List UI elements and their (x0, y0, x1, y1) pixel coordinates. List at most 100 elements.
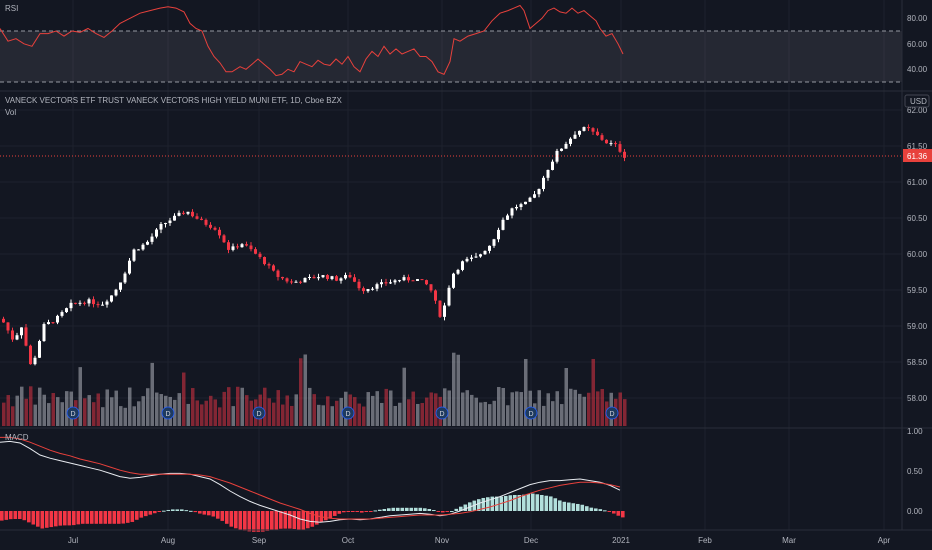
volume-bar (105, 389, 109, 426)
candle-body (303, 277, 307, 283)
candle-body (87, 299, 91, 304)
macd-hist-bar (513, 495, 517, 511)
volume-bar (272, 402, 276, 426)
candle-body (605, 139, 608, 144)
volume-bar (555, 391, 559, 426)
volume-bar (420, 403, 424, 426)
volume-bar (564, 367, 568, 426)
volume-bar (123, 407, 127, 426)
candle-body (209, 224, 212, 228)
volume-bar (317, 404, 321, 426)
macd-hist-bar (13, 511, 18, 519)
rsi-tick-label: 80.00 (907, 14, 928, 23)
volume-bar (38, 387, 42, 426)
macd-hist-bar (612, 511, 616, 514)
volume-bar (362, 406, 366, 426)
candle-body (173, 215, 176, 221)
candle-body (177, 212, 181, 216)
volume-bar (461, 392, 465, 426)
macd-hist-bar (58, 511, 63, 526)
candle-body (20, 327, 23, 336)
candle-body (263, 256, 266, 265)
grid-lines (0, 0, 902, 530)
candle-body (600, 135, 604, 140)
macd-hist-bar (63, 511, 67, 526)
volume-bar (245, 395, 249, 426)
candle-body (524, 201, 527, 205)
candle-body (537, 188, 541, 195)
candle-body (290, 281, 293, 283)
macd-axis: 1.00 0.50 0.00 (907, 427, 923, 516)
volume-bar (591, 358, 595, 426)
x-tick-label: Nov (435, 536, 449, 545)
volume-bar (411, 391, 415, 426)
macd-hist-bar (526, 493, 531, 511)
candle-body (204, 219, 208, 225)
volume-bar (11, 406, 15, 426)
macd-hist-bar (522, 494, 526, 511)
volume-bar (173, 399, 177, 426)
price-tick-label: 60.50 (907, 214, 928, 223)
candle-body (479, 254, 482, 257)
macd-hist-bar (418, 507, 423, 511)
macd-hist-bar (27, 511, 31, 523)
candle-body (411, 280, 415, 282)
macd-hist-bar (450, 511, 454, 512)
volume-bar (339, 397, 343, 426)
volume-bar (380, 402, 384, 426)
macd-hist-bar (436, 511, 441, 512)
volume-bar (497, 387, 501, 426)
candle-body (497, 229, 500, 240)
volume-bar (299, 358, 303, 426)
volume-bar (357, 403, 361, 426)
volume-bar (114, 390, 118, 426)
volume-bar (465, 390, 469, 426)
volume-bar (515, 391, 519, 426)
volume-bar (141, 396, 145, 426)
candle-body (429, 284, 433, 291)
dividend-marker-circle (252, 406, 266, 420)
candle-body (551, 161, 554, 170)
macd-hist-bar (382, 509, 387, 511)
candle-body (29, 345, 32, 365)
macd-hist-bar (576, 503, 580, 511)
candle-body (74, 302, 77, 304)
candle-body (56, 315, 59, 323)
candle-body (389, 282, 392, 284)
volume-bar (101, 407, 105, 426)
candle-body (110, 295, 113, 302)
macd-hist-bar (126, 511, 130, 523)
volume-bar (236, 386, 240, 426)
macd-hist-bar (463, 504, 468, 511)
macd-hist-bar (324, 511, 328, 521)
candle-body (321, 275, 325, 278)
candle-body (191, 211, 194, 217)
dividend-marker-letter: D (528, 411, 533, 418)
volume-label: Vol (5, 108, 17, 117)
candle-body (339, 278, 343, 281)
volume-bar (33, 404, 37, 426)
candle-body (6, 322, 10, 331)
volume-bar (402, 367, 406, 426)
candle-body (114, 289, 118, 296)
macd-tick-label: 0.00 (907, 507, 923, 516)
macd-hist-bar (49, 511, 54, 528)
volume-bar (96, 393, 100, 426)
volume-bar (384, 388, 388, 426)
candle-body (51, 322, 55, 324)
candle-body (357, 281, 361, 289)
macd-hist-bar (621, 511, 625, 518)
volume-bar (443, 388, 447, 426)
macd-hist-bar (607, 511, 612, 512)
candle-body (609, 143, 613, 145)
volume-bar (434, 393, 438, 426)
candle-body (375, 284, 379, 289)
candle-body (474, 256, 478, 258)
candle-body (596, 131, 599, 136)
volume-bar (78, 367, 82, 426)
candle-body (308, 276, 311, 278)
volume-bar (551, 401, 555, 426)
dividend-marker-letter: D (609, 411, 614, 418)
candle-body (362, 288, 365, 292)
volume-bar (24, 398, 28, 426)
